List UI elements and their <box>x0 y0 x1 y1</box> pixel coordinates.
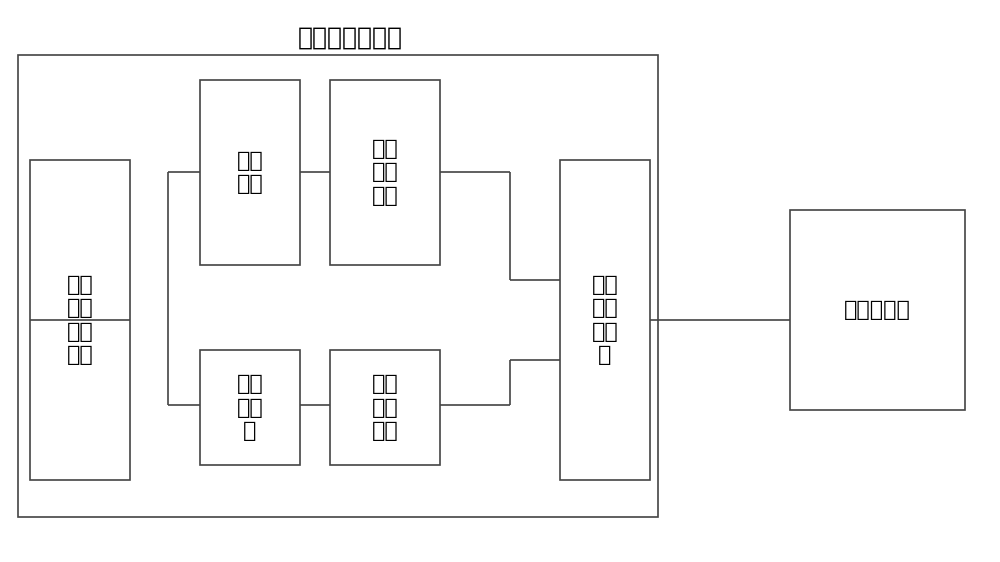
Bar <box>30 160 130 480</box>
Text: 前向
检波
电路: 前向 检波 电路 <box>372 139 398 206</box>
Text: 微带
电路: 微带 电路 <box>237 151 263 194</box>
Bar <box>330 80 440 265</box>
Bar <box>560 160 650 480</box>
Bar <box>330 350 440 465</box>
Text: 射频
隔离
器: 射频 隔离 器 <box>237 374 263 441</box>
Text: 单片机电路: 单片机电路 <box>844 300 911 320</box>
Text: 功率
放大
器末
级管: 功率 放大 器末 级管 <box>67 275 93 365</box>
Text: 驻波比监测电路: 驻波比监测电路 <box>298 26 402 50</box>
Bar <box>200 350 300 465</box>
Bar <box>790 210 965 410</box>
Text: 反向
检波
电路: 反向 检波 电路 <box>372 374 398 441</box>
Bar <box>200 80 300 265</box>
Bar <box>18 55 658 517</box>
Text: 比较
运算
放大
器: 比较 运算 放大 器 <box>592 275 618 365</box>
